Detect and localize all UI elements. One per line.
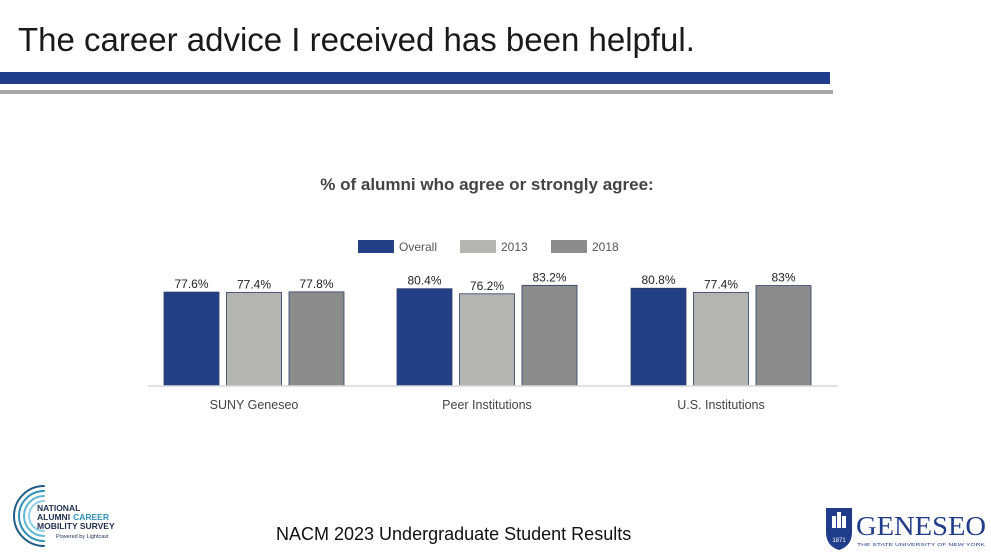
legend-label-2018: 2018 <box>592 240 619 254</box>
geneseo-logo: 1871 GENESEO THE STATE UNIVERSITY OF NEW… <box>826 508 986 550</box>
nacm-logo: NATIONAL ALUMNI CAREER MOBILITY SURVEY Po… <box>13 485 115 547</box>
geneseo-tagline: THE STATE UNIVERSITY OF NEW YORK <box>857 542 986 547</box>
nacm-line2b: CAREER <box>73 512 109 522</box>
nacm-line1: NATIONAL <box>37 503 80 513</box>
data-label-2018-2: 83% <box>771 271 795 285</box>
nacm-line3: MOBILITY SURVEY <box>37 521 115 531</box>
bar-overall-2 <box>630 287 687 387</box>
geneseo-seal-icon: 1871 <box>826 508 852 550</box>
chart-title: % of alumni who agree or strongly agree: <box>320 175 653 194</box>
data-label-2013-1: 76.2% <box>470 279 504 293</box>
bar-2013-0 <box>226 291 282 387</box>
bar-overall-0 <box>163 291 220 387</box>
footer-text: NACM 2023 Undergraduate Student Results <box>276 524 632 544</box>
bar-2013-1 <box>459 293 515 387</box>
nacm-rings-icon <box>13 485 45 547</box>
nacm-line2a: ALUMNI <box>37 512 70 522</box>
x-tick-labels: SUNY Geneseo Peer Institutions U.S. Instit… <box>210 398 765 412</box>
bar-2018-0 <box>288 291 345 387</box>
nacm-line4: Powered by Lightcast <box>56 534 109 540</box>
legend-swatch-2013 <box>460 240 496 253</box>
bar-2018-1 <box>521 284 578 387</box>
geneseo-seal-year: 1871 <box>832 538 846 544</box>
x-tick-label-2: U.S. Institutions <box>677 398 765 412</box>
bar-overall-1 <box>396 288 453 387</box>
slide-title: The career advice I received has been he… <box>18 21 695 58</box>
data-label-2013-0: 77.4% <box>237 277 271 291</box>
legend-swatch-overall <box>358 240 394 253</box>
data-label-overall-2: 80.8% <box>641 273 675 287</box>
data-label-2018-0: 77.8% <box>299 277 333 291</box>
title-rule-gray <box>0 90 833 94</box>
data-label-overall-1: 80.4% <box>407 274 441 288</box>
legend-label-2013: 2013 <box>501 240 528 254</box>
chart-legend: Overall 2013 2018 <box>358 240 619 254</box>
data-label-2013-2: 77.4% <box>704 277 738 291</box>
bar-2013-2 <box>693 291 749 387</box>
data-label-2018-1: 83.2% <box>532 270 566 284</box>
chart-bars: 77.6% 77.4% 77.8% 80.4% 76.2% 83.2% 80.8% 77.4%… <box>163 270 812 387</box>
geneseo-wordmark: GENESEO <box>856 511 986 541</box>
bar-2018-2 <box>755 285 812 387</box>
nacm-line2: ALUMNI CAREER <box>37 512 109 522</box>
legend-label-overall: Overall <box>399 240 437 254</box>
title-rule-blue <box>0 72 830 84</box>
x-tick-label-1: Peer Institutions <box>442 398 532 412</box>
x-tick-label-0: SUNY Geneseo <box>210 398 299 412</box>
data-label-overall-0: 77.6% <box>174 277 208 291</box>
legend-swatch-2018 <box>551 240 587 253</box>
